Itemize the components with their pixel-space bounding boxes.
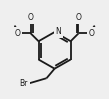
Text: Br: Br: [20, 79, 28, 88]
Text: O: O: [76, 13, 82, 22]
Text: O: O: [14, 29, 20, 38]
Text: N: N: [56, 27, 61, 36]
Text: O: O: [28, 13, 33, 22]
Text: O: O: [89, 29, 95, 38]
